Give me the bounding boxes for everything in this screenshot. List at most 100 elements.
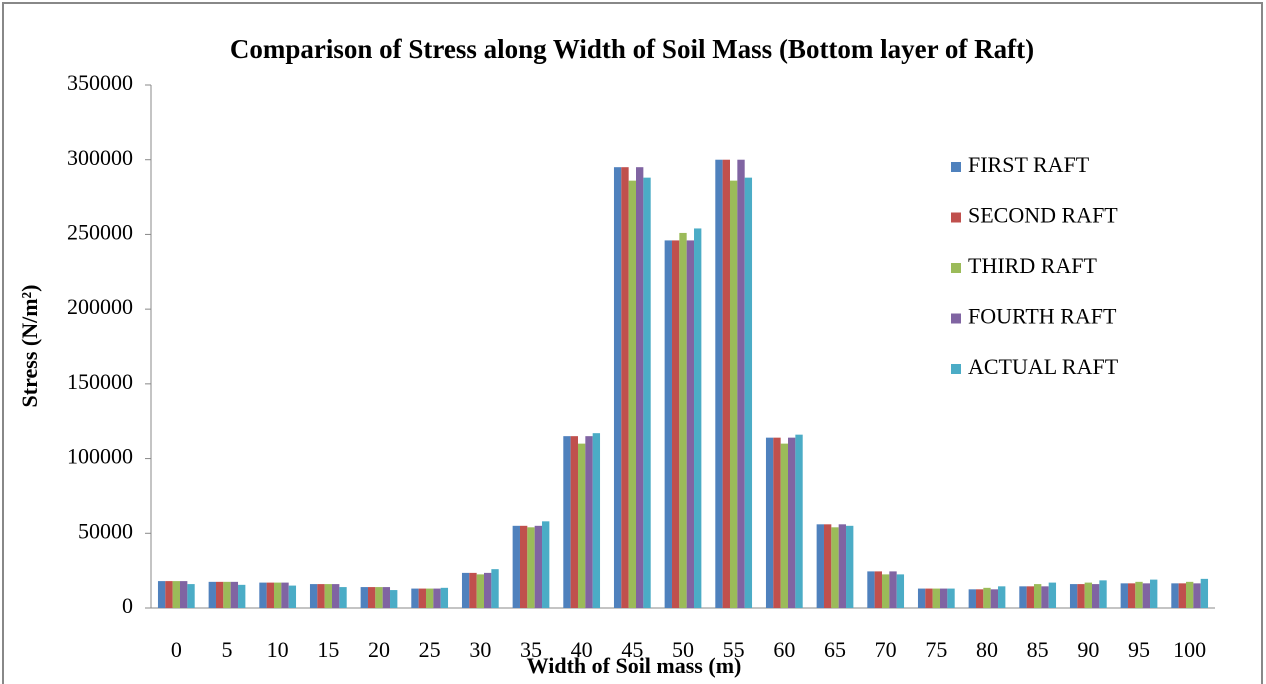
bar <box>947 588 955 608</box>
bar <box>165 581 173 608</box>
y-tick-label: 50000 <box>78 518 133 543</box>
bar <box>846 525 854 608</box>
bar <box>671 240 680 609</box>
bar <box>339 587 347 608</box>
legend-label: FIRST RAFT <box>968 152 1090 177</box>
bar <box>1185 581 1194 608</box>
chart-title: Comparison of Stress along Width of Soil… <box>230 34 1034 64</box>
x-tick-label: 90 <box>1077 637 1099 662</box>
bar <box>1084 582 1093 608</box>
bar <box>238 584 246 608</box>
bar <box>968 589 976 608</box>
legend-label: SECOND RAFT <box>968 203 1118 228</box>
bar <box>309 584 318 608</box>
bar <box>382 587 391 608</box>
bar <box>215 581 224 608</box>
bar <box>273 582 282 608</box>
bar <box>512 525 520 608</box>
bar <box>788 437 796 608</box>
bar <box>187 584 195 608</box>
bar <box>476 574 485 608</box>
bar <box>975 589 984 608</box>
bar <box>823 524 832 608</box>
bar <box>874 571 882 608</box>
bar <box>664 240 672 609</box>
x-tick-label: 75 <box>925 637 947 662</box>
bar <box>527 527 535 608</box>
bar <box>1171 583 1179 608</box>
bar <box>570 436 578 608</box>
bar <box>577 443 586 608</box>
bar <box>1048 582 1057 608</box>
x-tick-label: 95 <box>1128 637 1150 662</box>
legend-swatch <box>951 212 961 223</box>
bar <box>440 587 449 608</box>
legend-swatch <box>951 263 961 273</box>
bar <box>1077 584 1085 608</box>
bar <box>585 436 593 608</box>
bar <box>288 585 297 608</box>
bar <box>1142 583 1151 608</box>
bar <box>433 588 441 608</box>
legend-label: FOURTH RAFT <box>968 304 1117 329</box>
bar <box>259 582 267 608</box>
bar <box>780 443 789 608</box>
bar <box>157 581 166 608</box>
y-axis-label: Stress (N/m²) <box>17 285 42 408</box>
bar <box>896 574 905 608</box>
bar <box>613 167 622 608</box>
bar <box>998 586 1006 608</box>
x-tick-label: 55 <box>723 637 745 662</box>
x-tick-label: 0 <box>171 637 182 662</box>
bar <box>1092 584 1100 608</box>
bar <box>636 167 644 608</box>
bar <box>1019 586 1027 608</box>
bar <box>1127 583 1136 608</box>
bar <box>317 584 325 608</box>
x-tick-label: 30 <box>469 637 491 662</box>
bar <box>737 159 745 608</box>
bar <box>1135 581 1143 608</box>
x-tick-label: 60 <box>773 637 795 662</box>
y-tick-label: 350000 <box>67 70 133 95</box>
bar <box>722 159 730 608</box>
bar <box>1033 584 1042 608</box>
x-tick-label: 45 <box>621 637 643 662</box>
x-tick-label: 20 <box>368 637 390 662</box>
x-tick-label: 15 <box>317 637 339 662</box>
bar <box>940 588 948 608</box>
bar <box>686 240 695 609</box>
x-tick-label: 70 <box>875 637 897 662</box>
bar <box>816 524 824 608</box>
bar <box>563 436 571 608</box>
bar <box>180 581 188 608</box>
x-tick-label: 10 <box>267 637 289 662</box>
bar <box>1120 583 1128 608</box>
bar <box>375 587 383 608</box>
bar <box>1069 584 1078 608</box>
bar <box>729 180 738 609</box>
bar <box>491 569 499 608</box>
bar <box>932 588 941 608</box>
bar <box>484 572 492 608</box>
bar <box>208 581 216 608</box>
bar <box>643 177 651 608</box>
bar <box>679 232 687 609</box>
legend-swatch <box>951 364 961 374</box>
y-tick-label: 300000 <box>67 145 133 170</box>
x-tick-label: 35 <box>520 637 542 662</box>
bar <box>281 582 289 608</box>
bar <box>230 581 239 608</box>
legend-swatch <box>951 162 961 172</box>
bar <box>1041 586 1049 608</box>
bar <box>592 433 601 608</box>
bar <box>266 582 274 608</box>
x-axis-label: Width of Soil mass (m) <box>527 653 742 678</box>
bar <box>469 572 477 608</box>
bar <box>765 437 774 608</box>
x-tick-label: 40 <box>571 637 593 662</box>
bar <box>367 587 376 608</box>
bar <box>889 571 897 608</box>
bar <box>223 581 231 608</box>
